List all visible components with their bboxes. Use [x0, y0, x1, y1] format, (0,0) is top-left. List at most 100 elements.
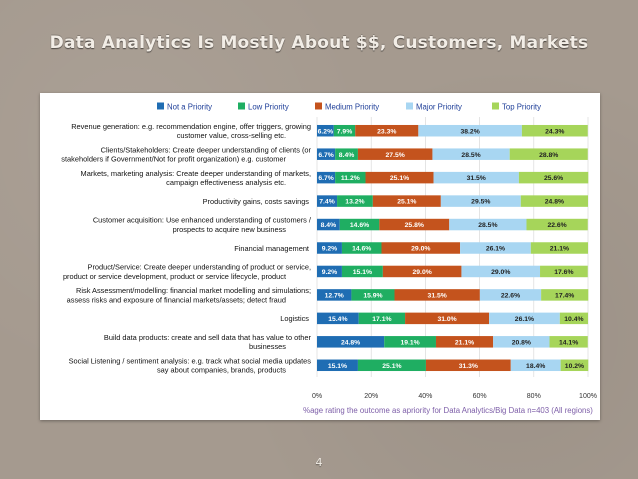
value-label: 29.5%: [471, 199, 490, 206]
bar-segment: [526, 218, 588, 231]
bar-segment: [425, 359, 511, 372]
bar-segment: [418, 124, 522, 137]
value-label: 19.1%: [400, 339, 419, 346]
x-axis-title: %age rating the outcome as apriority for…: [303, 406, 593, 415]
value-label: 10.2%: [565, 363, 584, 370]
value-label: 26.1%: [515, 316, 534, 323]
value-label: 15.9%: [363, 293, 382, 300]
value-label: 28.5%: [461, 152, 480, 159]
bar-segment: [382, 265, 462, 278]
bar-segment: [372, 195, 441, 207]
value-label: 25.8%: [405, 222, 424, 229]
bar-segment: [365, 171, 434, 184]
category-label: Productivity gains, costs savings: [203, 197, 310, 206]
x-axis: 0% 20% 40% 60% 80% 100% %age rating the outcom…: [303, 393, 597, 415]
legend-swatch: [315, 102, 322, 110]
bar-segment: [317, 242, 342, 254]
value-label: 21.1%: [550, 246, 569, 253]
bar-segment: [433, 171, 519, 184]
bar-segment: [317, 265, 342, 278]
bar-segment: [317, 312, 359, 325]
bar-segment: [379, 218, 450, 231]
legend-label: Medium Priority: [325, 102, 379, 111]
bar-segment: [479, 289, 542, 301]
value-label: 14.6%: [352, 246, 371, 253]
value-label: 28.8%: [539, 152, 558, 159]
legend-swatch: [157, 102, 164, 110]
bar-segment: [333, 124, 356, 137]
bar-segment: [510, 359, 561, 372]
bar-segment: [461, 265, 541, 278]
category-label: Customer acquisition: Use enhanced under…: [93, 216, 312, 234]
bar-segment: [341, 265, 383, 278]
category-label: Clients/Stakeholders: Create deeper unde…: [61, 145, 311, 163]
value-label: 7.9%: [337, 128, 353, 135]
chart-panel: Not a Priority Low Priority Medium Priorit…: [40, 93, 600, 420]
bar-segment: [405, 312, 490, 325]
value-label: 31.0%: [437, 316, 456, 323]
bar-segment: [317, 218, 340, 231]
bar-segment: [335, 148, 358, 160]
value-label: 13.2%: [345, 199, 364, 206]
bar-segment: [358, 312, 406, 325]
value-label: 31.5%: [467, 175, 486, 182]
legend-label: Low Priority: [248, 102, 289, 111]
bar-segment: [384, 336, 436, 348]
bar-segment: [341, 242, 382, 254]
category-label: Markets, marketing analysis: Create deep…: [81, 169, 311, 187]
bar-segment: [317, 359, 358, 372]
value-label: 14.1%: [559, 339, 578, 346]
legend-swatch: [492, 102, 499, 110]
value-label: 29.0%: [413, 269, 432, 276]
category-labels: Revenue generation: e.g. recommendation …: [61, 122, 312, 375]
value-label: 31.3%: [459, 363, 478, 370]
legend-label: Not a Priority: [167, 102, 212, 111]
stacked-bar-chart: Not a Priority Low Priority Medium Priorit…: [61, 102, 597, 415]
bar-segment: [317, 195, 338, 207]
bar-segment: [493, 336, 550, 348]
value-label: 21.1%: [455, 339, 474, 346]
value-label: 9.2%: [322, 269, 338, 276]
value-label: 18.4%: [526, 363, 545, 370]
legend-label: Major Priority: [416, 102, 462, 111]
x-tick-label: 100%: [579, 393, 597, 400]
value-label: 6.2%: [318, 128, 334, 135]
value-label: 29.0%: [491, 269, 510, 276]
bar-segment: [337, 195, 373, 207]
bar-segment: [435, 336, 494, 348]
x-tick-label: 60%: [473, 393, 487, 400]
page-number: 4: [315, 456, 323, 469]
bar-segment: [357, 148, 433, 160]
bar-segment: [339, 218, 380, 231]
bar-segment: [509, 148, 588, 160]
value-label: 27.5%: [386, 152, 405, 159]
value-label: 25.1%: [382, 363, 401, 370]
bar-segment: [317, 171, 336, 184]
value-label: 25.1%: [390, 175, 409, 182]
value-label: 22.6%: [547, 222, 566, 229]
value-label: 10.4%: [564, 316, 583, 323]
bar-segment: [559, 312, 588, 325]
value-label: 6.7%: [318, 152, 334, 159]
category-label: Product/Service: Create deeper understan…: [63, 263, 311, 281]
bar-segment: [317, 148, 336, 160]
value-label: 25.1%: [397, 199, 416, 206]
legend: Not a Priority Low Priority Medium Priorit…: [157, 102, 541, 111]
bar-segment: [520, 195, 588, 207]
value-label: 25.6%: [544, 175, 563, 182]
bar-segment: [518, 171, 589, 184]
category-label: Financial management: [234, 244, 309, 253]
value-label: 6.7%: [318, 175, 334, 182]
bar-segment: [489, 312, 560, 325]
category-label: Build data products: create and sell dat…: [104, 333, 312, 351]
value-label: 17.6%: [554, 269, 573, 276]
value-label: 31.5%: [428, 293, 447, 300]
value-label: 28.5%: [478, 222, 497, 229]
bar-segment: [530, 242, 588, 254]
value-labels: 6.2% 7.9% 23.3% 38.2% 24.3% 6.7% 8.4% 27.5% 28.5…: [318, 128, 584, 370]
value-label: 29.0%: [411, 246, 430, 253]
value-label: 11.2%: [341, 175, 360, 182]
bar-segment: [394, 289, 480, 301]
slide-title: Data Analytics Is Mostly About $$, Custo…: [49, 33, 589, 53]
value-label: 15.1%: [328, 363, 347, 370]
